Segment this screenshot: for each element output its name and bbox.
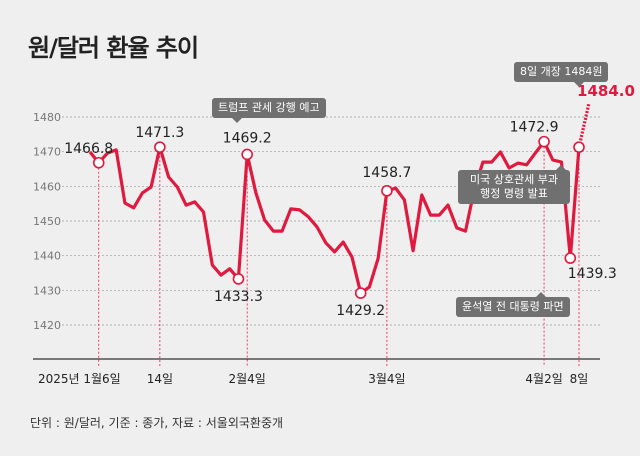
point-value-label: 1469.2 bbox=[223, 130, 272, 146]
highlight-point bbox=[92, 156, 105, 169]
y-tick-label: 1430 bbox=[33, 284, 61, 297]
y-tick-label: 1480 bbox=[33, 111, 61, 124]
projected-line bbox=[577, 102, 591, 148]
y-tick-label: 1420 bbox=[33, 319, 61, 332]
x-tick-label: 8일 bbox=[570, 372, 589, 386]
y-tick-label: 1470 bbox=[33, 146, 61, 159]
exchange-rate-line bbox=[88, 140, 581, 295]
annotation-tariff-warning: 트럼프 관세 강행 예고 bbox=[212, 98, 326, 123]
point-value-label: 1429.2 bbox=[336, 303, 385, 319]
chart-title: 원/달러 환율 추이 bbox=[28, 34, 199, 62]
source-note: 단위 : 원/달러, 기준 : 종가, 자료 : 서울외국환중개 bbox=[30, 416, 284, 430]
point-value-label: 1472.9 bbox=[510, 120, 559, 136]
point-value-label: 1433.3 bbox=[214, 289, 263, 305]
point-value-label: 1439.3 bbox=[568, 266, 617, 282]
x-tick-label: 14일 bbox=[147, 372, 173, 386]
y-tick-label: 1440 bbox=[33, 250, 61, 263]
projected-value-label: 1484.0 bbox=[577, 82, 635, 100]
highlight-point bbox=[573, 141, 585, 153]
annotation-reciprocal-tariff: 미국 상호관세 부과 행정 명령 발표 bbox=[458, 165, 570, 204]
x-tick-label: 2월4일 bbox=[228, 372, 265, 386]
highlight-point bbox=[381, 185, 393, 197]
annotation-text: 미국 상호관세 부과 행정 명령 발표 bbox=[470, 173, 558, 200]
x-tick-label: 2025년 1월6일 bbox=[38, 372, 121, 386]
y-tick-label: 1450 bbox=[33, 215, 61, 228]
x-tick-label: 4월2일 bbox=[525, 372, 562, 386]
highlight-point bbox=[564, 252, 577, 264]
point-value-label: 1458.7 bbox=[362, 165, 411, 181]
y-tick-label: 1460 bbox=[33, 180, 61, 193]
annotation-open-1484: 8일 개장 1484원 bbox=[514, 62, 609, 87]
point-value-label: 1471.3 bbox=[135, 125, 184, 141]
highlight-point bbox=[232, 273, 245, 285]
highlight-point bbox=[354, 287, 367, 299]
annotation-impeachment: 윤석열 전 대통령 파면 bbox=[456, 292, 570, 317]
highlight-point bbox=[538, 135, 550, 148]
point-value-label: 1466.8 bbox=[64, 141, 113, 157]
x-tick-label: 3월4일 bbox=[368, 372, 405, 386]
highlight-point bbox=[241, 148, 253, 161]
highlight-point bbox=[154, 141, 166, 153]
